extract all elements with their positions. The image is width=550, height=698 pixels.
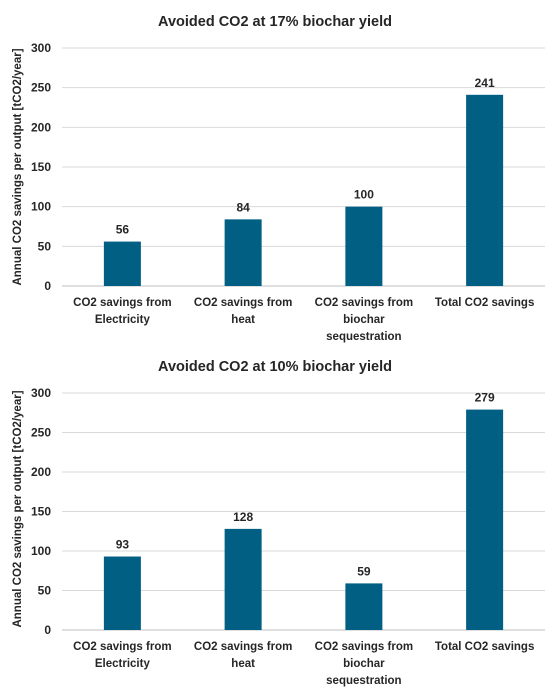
y-tick-label: 200 <box>31 120 51 134</box>
y-axis-label: Annual CO2 savings per output [tCO2/year… <box>12 48 24 285</box>
y-tick-label: 150 <box>31 505 51 519</box>
data-label: 279 <box>475 391 495 405</box>
y-tick-label: 50 <box>38 584 52 598</box>
y-axis-ticks: 0 50 100 150 200 250 300 <box>31 41 51 293</box>
chart-svg-bottom: Avoided CO2 at 10% biochar yield Annual … <box>12 359 545 687</box>
y-tick-label: 300 <box>31 386 51 400</box>
y-tick-label: 250 <box>31 81 51 95</box>
x-tick-label: CO2 savings from heat <box>194 297 292 326</box>
y-axis-label: Annual CO2 savings per output [tCO2/year… <box>12 390 24 627</box>
y-tick-label: 250 <box>31 426 51 440</box>
x-tick-label: CO2 savings from Electricity <box>73 641 171 670</box>
bar <box>345 206 383 286</box>
y-tick-label: 100 <box>31 544 51 558</box>
data-labels: 56 84 100 241 <box>116 76 495 237</box>
data-label: 56 <box>116 223 130 237</box>
y-tick-label: 150 <box>31 160 51 174</box>
data-label: 59 <box>357 564 371 578</box>
chart-title: Avoided CO2 at 10% biochar yield <box>158 359 392 375</box>
chart-svg-top: Avoided CO2 at 17% biochar yield Annual … <box>12 14 545 343</box>
bars <box>103 409 504 630</box>
y-axis-ticks: 0 50 100 150 200 250 300 <box>31 386 51 637</box>
bar <box>224 219 262 286</box>
gridlines <box>62 47 545 247</box>
y-tick-label: 200 <box>31 465 51 479</box>
bar <box>103 241 141 286</box>
x-tick-label: CO2 savings from Electricity <box>73 297 171 326</box>
data-label: 128 <box>233 510 253 524</box>
bar <box>466 94 504 286</box>
x-tick-label: CO2 savings from biochar sequestration <box>315 297 413 343</box>
gridlines <box>62 392 545 591</box>
y-tick-label: 50 <box>38 239 52 253</box>
bar <box>466 409 504 630</box>
y-tick-label: 300 <box>31 41 51 55</box>
y-tick-label: 0 <box>44 279 51 293</box>
x-tick-label: Total CO2 savings <box>435 641 534 653</box>
data-label: 93 <box>116 538 130 552</box>
y-tick-label: 100 <box>31 200 51 214</box>
chart-top: Avoided CO2 at 17% biochar yield Annual … <box>12 14 545 343</box>
y-tick-label: 0 <box>44 623 51 637</box>
data-label: 84 <box>236 200 250 214</box>
x-axis-ticks: CO2 savings from Electricity CO2 savings f… <box>73 641 534 687</box>
chart-bottom: Avoided CO2 at 10% biochar yield Annual … <box>0 349 550 698</box>
bar <box>103 556 141 630</box>
x-axis-ticks: CO2 savings from Electricity CO2 savings f… <box>73 297 534 343</box>
x-tick-label: Total CO2 savings <box>435 297 534 309</box>
chart-title: Avoided CO2 at 17% biochar yield <box>158 14 392 30</box>
x-tick-label: CO2 savings from heat <box>194 641 292 670</box>
bar <box>224 528 262 630</box>
bar <box>345 583 383 630</box>
bars <box>103 94 504 286</box>
data-label: 241 <box>475 76 495 90</box>
data-labels: 93 128 59 279 <box>116 391 495 579</box>
x-tick-label: CO2 savings from biochar sequestration <box>315 641 413 687</box>
data-label: 100 <box>354 188 374 202</box>
